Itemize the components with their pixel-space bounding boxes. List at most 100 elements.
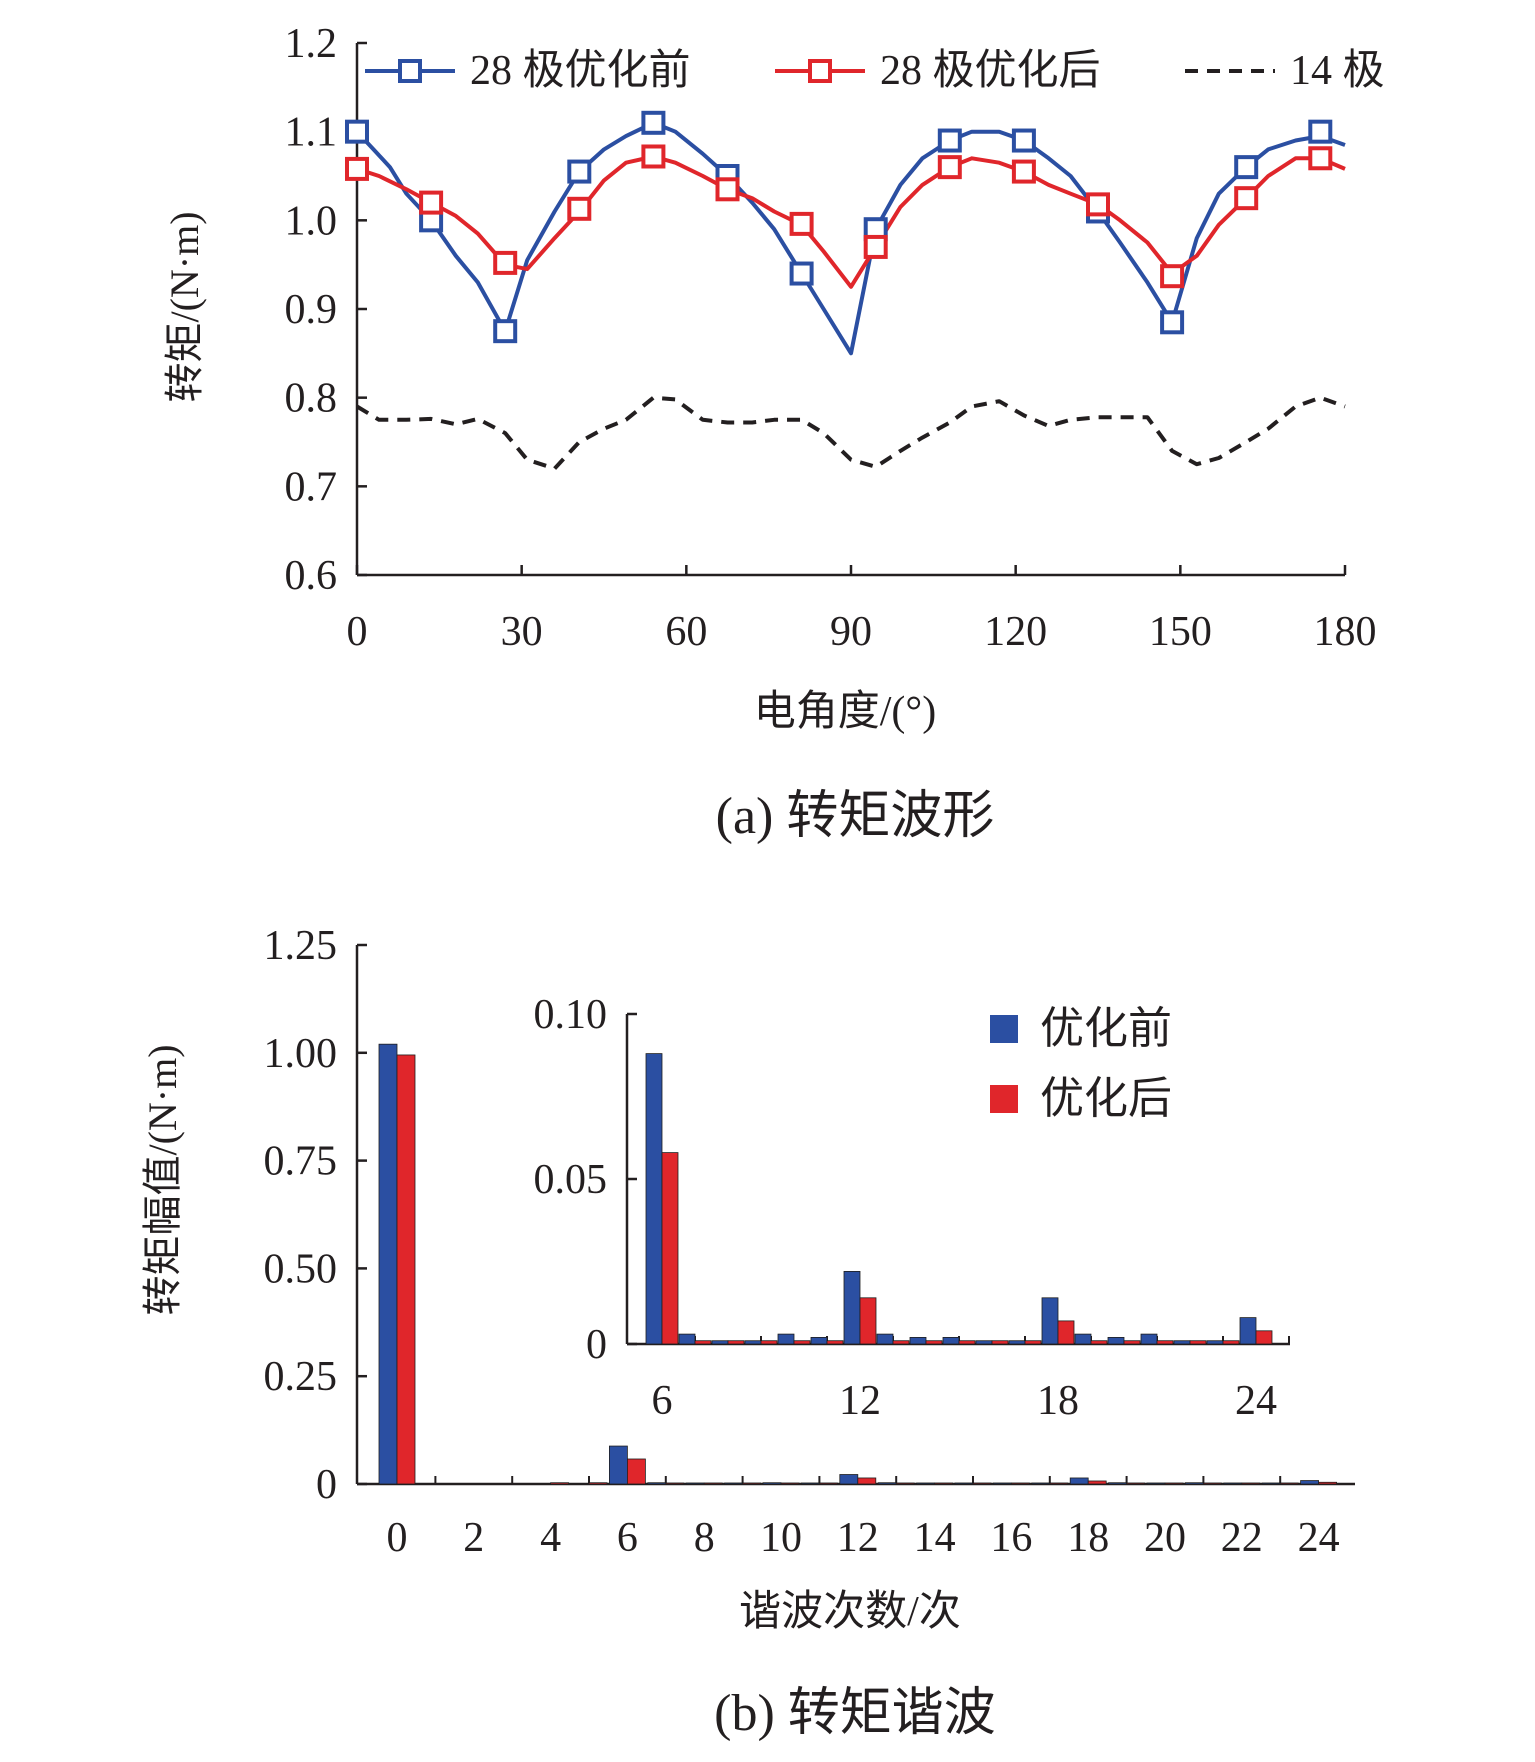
bar-before — [762, 1482, 782, 1485]
inset-bar-before — [1140, 1333, 1158, 1345]
inset-bar-before — [1041, 1297, 1059, 1345]
axes-a — [355, 41, 1347, 577]
bars-inset — [645, 1053, 1273, 1345]
inset-bar-after — [1222, 1340, 1240, 1345]
bars-b — [378, 1043, 1337, 1485]
legend-label-before-a: 28 极优化前 — [470, 48, 691, 94]
legend-label-after-b: 优化后 — [1040, 1074, 1172, 1123]
marker-series-1 — [937, 155, 962, 180]
marker-series-1 — [715, 177, 740, 202]
x-axis-label-a: 电角度/(°) — [754, 689, 936, 735]
y-tick-label-a: 0.7 — [285, 464, 338, 510]
y-tick-label-b: 0.25 — [264, 1354, 338, 1400]
bar-after — [934, 1482, 953, 1485]
bar-after — [972, 1482, 992, 1485]
inset-bar-before — [744, 1340, 762, 1345]
marker-series-1 — [1234, 186, 1259, 211]
inset-bar-before — [1008, 1340, 1026, 1345]
legend-label-14pole-a: 14 极 — [1290, 48, 1385, 94]
bar-before — [724, 1482, 743, 1485]
inset-bar-before — [942, 1337, 960, 1345]
bar-after — [857, 1477, 877, 1485]
marker-series-1 — [419, 190, 444, 215]
x-tick-label-b: 4 — [540, 1515, 561, 1561]
x-tick-label-inset: 18 — [1037, 1378, 1079, 1424]
inset-bar-after — [760, 1340, 778, 1345]
inset-bar-after — [958, 1340, 976, 1345]
legend-b: 优化前 优化后 — [990, 1004, 1172, 1123]
y-tick-label-b: 1.00 — [264, 1031, 338, 1077]
inset-bar-before — [645, 1053, 663, 1345]
bar-after — [1164, 1482, 1184, 1485]
marker-series-0 — [345, 119, 369, 144]
marker-series-0 — [493, 319, 518, 344]
inset-bar-before — [1239, 1317, 1257, 1345]
inset-bar-after — [1255, 1330, 1273, 1345]
inset-bar-after — [661, 1152, 679, 1345]
bar-before — [1185, 1482, 1204, 1485]
y-tick-label-inset: 0 — [586, 1322, 607, 1368]
bar-after — [1011, 1482, 1030, 1485]
y-tick-label-b: 0.75 — [264, 1139, 338, 1185]
x-tick-label-b: 16 — [990, 1515, 1032, 1561]
marker-series-1 — [345, 156, 369, 181]
x-tick-label-b: 2 — [463, 1515, 484, 1561]
x-tick-label-b: 6 — [617, 1515, 638, 1561]
marker-series-1 — [1308, 146, 1333, 171]
inset-bar-after — [1090, 1340, 1108, 1345]
bar-after — [780, 1482, 800, 1485]
x-tick-label-a: 0 — [347, 609, 368, 655]
marker-series-1 — [567, 196, 592, 221]
series-markers-a — [345, 110, 1333, 344]
inset-bar-before — [1206, 1340, 1224, 1345]
inset-bar-after — [925, 1340, 943, 1345]
inset-chart: 0 0.05 0.10 6 12 18 24 优化前 优化后 — [534, 992, 1290, 1424]
x-tick-label-b: 0 — [387, 1515, 408, 1561]
marker-series-0 — [567, 159, 592, 184]
x-tick-label-b: 10 — [760, 1515, 802, 1561]
y-tick-label-inset: 0.05 — [534, 1157, 608, 1203]
inset-bar-before — [678, 1333, 696, 1345]
bar-after — [1241, 1482, 1261, 1485]
inset-bar-before — [711, 1340, 729, 1345]
tick-labels-b: 00.250.500.751.001.250 2 4 6 8 10 12 14 16 18 20 22… — [264, 923, 1340, 1561]
bar-after — [1279, 1482, 1299, 1485]
inset-bar-after — [1156, 1340, 1174, 1345]
caption-a: (a) 转矩波形 — [716, 788, 995, 845]
y-tick-label-b: 1.25 — [264, 923, 338, 969]
inset-bar-after — [826, 1340, 844, 1345]
x-tick-label-b: 8 — [694, 1515, 715, 1561]
x-tick-label-a: 120 — [984, 609, 1047, 655]
bar-after — [1049, 1482, 1069, 1485]
x-tick-label-a: 180 — [1314, 609, 1377, 655]
bar-after — [1087, 1480, 1107, 1485]
y-tick-label-a: 0.8 — [285, 376, 338, 422]
marker-series-0 — [1234, 155, 1259, 180]
legend-a: 28 极优化前 28 极优化后 14 极 — [365, 48, 1385, 94]
bar-before — [685, 1482, 705, 1485]
legend-label-before-b: 优化前 — [1040, 1004, 1172, 1053]
bar-after — [1318, 1481, 1337, 1485]
bar-before — [1146, 1482, 1166, 1485]
inset-bar-after — [1189, 1340, 1207, 1345]
y-tick-label-a: 0.9 — [285, 287, 338, 333]
x-tick-label-b: 20 — [1144, 1515, 1186, 1561]
bar-after — [819, 1482, 838, 1485]
legend-swatch-after-b — [990, 1085, 1018, 1113]
x-tick-label-b: 24 — [1298, 1515, 1340, 1561]
inset-bar-before — [777, 1333, 795, 1345]
inset-bar-before — [810, 1337, 828, 1345]
marker-series-1 — [1011, 159, 1036, 184]
y-tick-label-a: 1.2 — [285, 21, 338, 67]
bar-after — [1126, 1482, 1145, 1485]
bar-before — [954, 1482, 974, 1485]
inset-bar-after — [1123, 1340, 1141, 1345]
marker-series-0 — [641, 110, 666, 135]
marker-series-0 — [937, 128, 962, 153]
bar-after — [588, 1482, 608, 1485]
bar-before — [1069, 1477, 1089, 1485]
tick-labels-a: 0.6 0.7 0.8 0.9 1.0 1.1 1.2 0 30 60 90 120 150 180 — [285, 21, 1377, 655]
inset-bar-before — [843, 1271, 861, 1345]
legend-item-14pole-a: 14 极 — [1185, 48, 1385, 94]
